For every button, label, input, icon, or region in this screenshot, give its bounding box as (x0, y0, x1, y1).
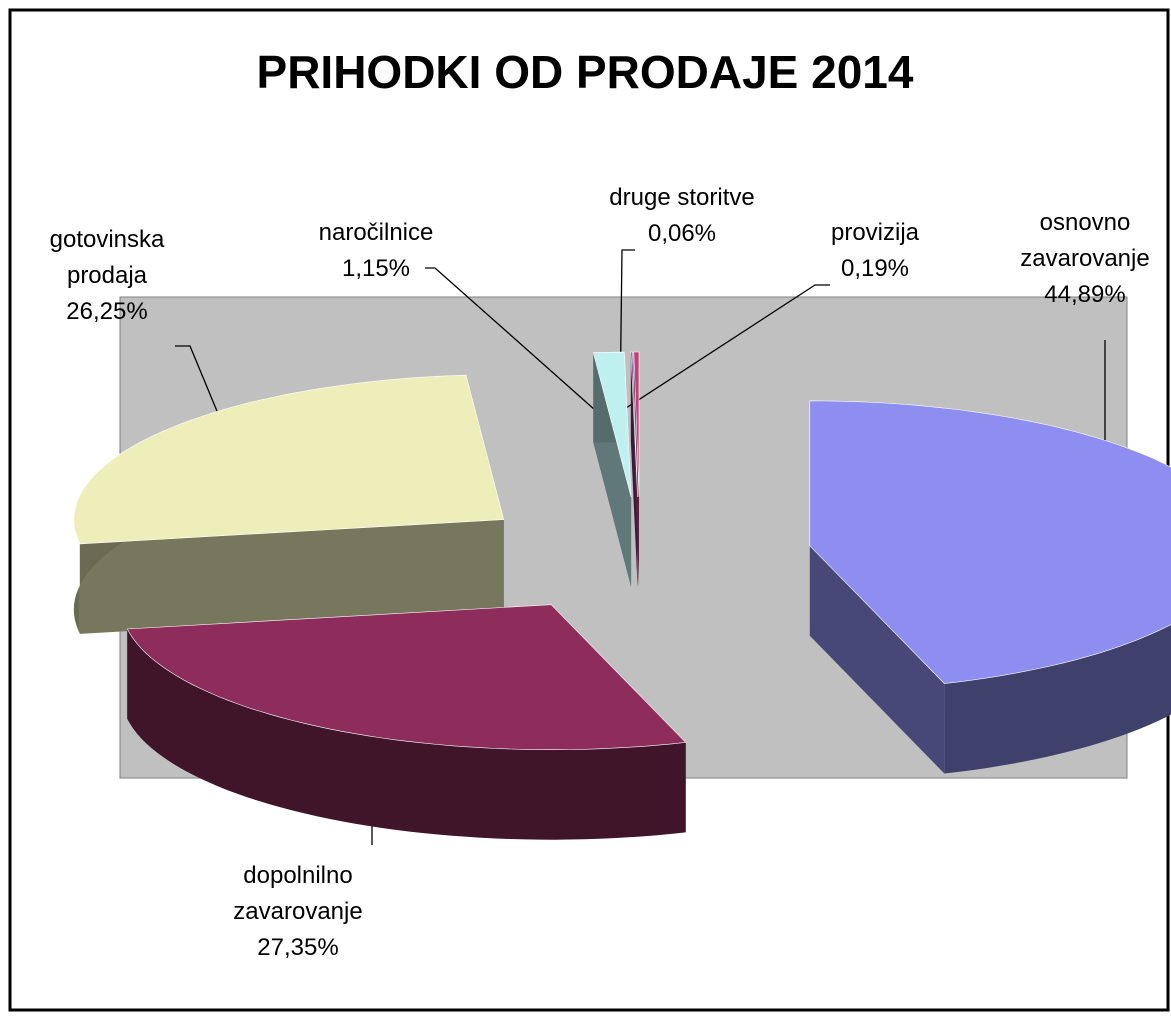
pie-slice (592, 351, 632, 498)
value-label: 26,25% (66, 298, 148, 325)
category-label: naročilnice (318, 219, 434, 246)
category-label: dopolnilno zavarovanje (233, 862, 363, 925)
data-label: provizija 0,19% (795, 215, 955, 287)
data-label: druge storitve 0,06% (562, 180, 802, 252)
category-label: druge storitve (609, 184, 755, 211)
slice-radial-wall (809, 545, 945, 774)
slice-radial-wall (79, 519, 504, 634)
pie-slice (809, 400, 1171, 684)
category-label: gotovinska prodaja (49, 226, 165, 289)
category-label: provizija (830, 219, 920, 246)
value-label: 0,19% (840, 255, 910, 282)
value-label: 27,35% (257, 934, 339, 961)
pie-slice (633, 351, 640, 498)
pie-slice (73, 374, 505, 545)
leader-line (622, 284, 830, 411)
data-label: osnovno zavarovanje 44,89% (1000, 205, 1170, 313)
pie-slice (126, 604, 687, 751)
value-label: 0,06% (647, 220, 717, 247)
category-label: osnovno zavarovanje (1020, 209, 1150, 272)
data-label: naročilnice 1,15% (296, 215, 456, 287)
slice-outer-wall (127, 629, 686, 840)
data-label: gotovinska prodaja 26,25% (22, 222, 192, 330)
pie-slice (630, 351, 638, 498)
value-label: 44,89% (1044, 281, 1126, 308)
value-label: 1,15% (341, 255, 411, 282)
chart-title: PRIHODKI OD PRODAJE 2014 (257, 46, 914, 98)
leader-line (425, 267, 596, 411)
pie-tops (73, 351, 1171, 751)
data-label: dopolnilno zavarovanje 27,35% (203, 858, 393, 966)
